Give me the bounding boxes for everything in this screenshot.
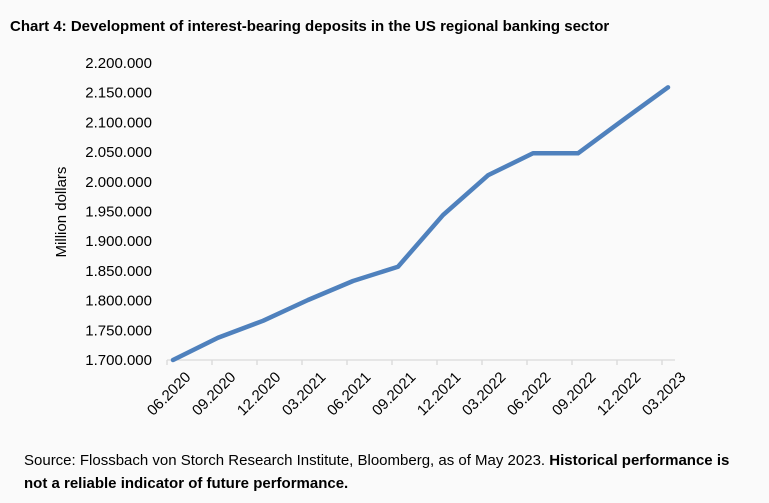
x-tick-label: 12.2021 [414,369,464,419]
chart-title: Chart 4: Development of interest-bearing… [10,18,610,35]
x-tick-label: 06.2022 [504,369,554,419]
y-tick-label: 1.800.000 [85,293,152,310]
x-tick-label: 06.2021 [324,369,374,419]
y-tick-label: 1.950.000 [85,204,152,221]
source-text: Source: Flossbach von Storch Research In… [24,452,550,469]
x-tick-label: 03.2021 [279,369,329,419]
y-tick-label: 2.200.000 [85,55,152,72]
x-tick-label: 12.2022 [594,369,644,419]
x-tick-label: 06.2020 [144,369,194,419]
x-tick-label: 03.2022 [459,369,509,419]
y-tick-label: 1.700.000 [85,352,152,369]
x-tick-label: 03.2023 [639,369,689,419]
series-line [170,85,671,363]
x-tick-label: 09.2022 [549,369,599,419]
y-tick-label: 1.850.000 [85,263,152,280]
source-note: Source: Flossbach von Storch Research In… [24,449,744,495]
x-tick-label: 09.2020 [189,369,239,419]
y-tick-label: 2.000.000 [85,174,152,191]
y-tick-label: 2.100.000 [85,114,152,131]
y-tick-label: 2.150.000 [85,85,152,102]
x-tick-label: 12.2020 [234,369,284,419]
disclaimer-text: Historical performance is not a reliable… [24,452,730,492]
x-tick-label: 09.2021 [369,369,419,419]
y-tick-label: 1.750.000 [85,322,152,339]
y-tick-label: 2.050.000 [85,144,152,161]
y-tick-label: 1.900.000 [85,233,152,250]
y-axis-label: Million dollars [53,167,70,258]
